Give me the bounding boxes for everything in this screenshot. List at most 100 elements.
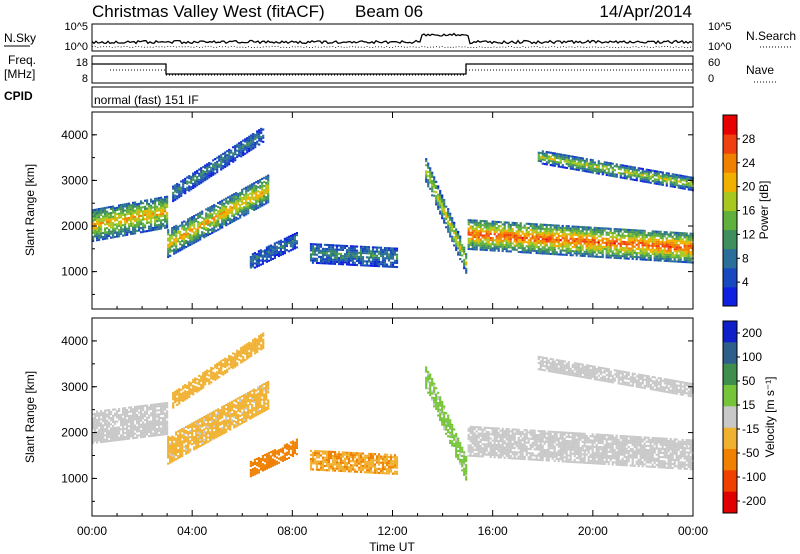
- echo-cell: [130, 406, 133, 409]
- echo-cell: [655, 244, 658, 247]
- echo-cell: [657, 245, 660, 248]
- echo-cell: [249, 256, 252, 259]
- echo-cell: [371, 246, 375, 249]
- echo-cell: [595, 168, 598, 171]
- echo-cell: [213, 435, 216, 438]
- echo-cell: [533, 245, 536, 248]
- echo-cell: [244, 146, 247, 149]
- echo-cell: [639, 239, 642, 242]
- echo-cell: [601, 251, 604, 254]
- echo-cell: [237, 424, 240, 427]
- echo-cell: [561, 249, 564, 252]
- echo-cell: [158, 209, 161, 212]
- echo-cell: [369, 250, 373, 253]
- echo-cell: [587, 249, 590, 252]
- echo-cell: [265, 196, 268, 199]
- echo-cell: [213, 224, 216, 227]
- echo-cell: [459, 243, 462, 246]
- echo-cell: [114, 235, 117, 238]
- echo-cell: [167, 446, 170, 449]
- echo-cell: [259, 251, 262, 254]
- echo-cell: [619, 228, 622, 231]
- echo-cell: [681, 252, 684, 255]
- echo-cell: [597, 243, 600, 246]
- echo-cell: [110, 429, 113, 432]
- echo-cell: [557, 224, 560, 227]
- echo-cell: [213, 204, 216, 207]
- echo-cell: [261, 258, 264, 261]
- echo-cell: [191, 216, 194, 219]
- echo-cell: [627, 175, 630, 178]
- echo-cell: [235, 398, 238, 401]
- echo-cell: [627, 169, 630, 172]
- echo-cell: [541, 233, 544, 236]
- echo-cell: [215, 421, 218, 424]
- echo-cell: [461, 246, 464, 249]
- echo-cell: [377, 265, 381, 268]
- echo-cell: [223, 223, 226, 226]
- echo-cell: [549, 228, 552, 231]
- echo-cell: [493, 220, 496, 223]
- echo-cell: [619, 248, 622, 251]
- echo-cell: [259, 263, 262, 266]
- echo-cell: [219, 427, 222, 430]
- echo-cell: [609, 229, 612, 232]
- echo-cell: [92, 229, 95, 232]
- echo-cell: [537, 227, 540, 230]
- echo-cell: [172, 185, 175, 188]
- echo-cell: [142, 427, 145, 430]
- echo-cell: [144, 212, 147, 215]
- echo-cell: [581, 234, 584, 237]
- echo-cell: [393, 265, 397, 268]
- echo-cell: [477, 234, 480, 237]
- echo-cell: [679, 250, 682, 253]
- echo-cell: [193, 225, 196, 228]
- echo-cell: [98, 218, 101, 221]
- echo-cell: [92, 419, 95, 422]
- y-tick-label: 3000: [61, 173, 88, 187]
- echo-cell: [635, 254, 638, 257]
- echo-cell: [321, 258, 325, 261]
- echo-cell: [224, 157, 227, 160]
- echo-cell: [132, 410, 135, 413]
- echo-cell: [591, 241, 594, 244]
- echo-cell: [595, 247, 598, 250]
- echo-cell: [679, 256, 682, 259]
- echo-cell: [118, 432, 121, 435]
- echo-cell: [140, 220, 143, 223]
- echo-cell: [192, 186, 195, 189]
- echo-cell: [136, 418, 139, 421]
- echo-cell: [237, 201, 240, 204]
- echo-cell: [142, 407, 145, 410]
- echo-cell: [651, 169, 654, 172]
- echo-cell: [191, 220, 194, 223]
- echo-cell: [645, 244, 648, 247]
- echo-cell: [92, 425, 95, 428]
- echo-cell: [175, 226, 178, 229]
- echo-cell: [557, 243, 560, 246]
- echo-cell: [150, 412, 153, 415]
- echo-cell: [563, 245, 566, 248]
- echo-cell: [627, 171, 630, 174]
- echo-cell: [571, 254, 574, 257]
- echo-cell: [595, 253, 598, 256]
- echo-cell: [391, 263, 395, 266]
- echo-cell: [575, 162, 578, 165]
- echo-cell: [116, 206, 119, 209]
- echo-cell: [665, 259, 668, 262]
- echo-cell: [541, 236, 544, 239]
- echo-cell: [184, 177, 187, 180]
- echo-cell: [136, 420, 139, 423]
- echo-cell: [144, 199, 147, 202]
- echo-cell: [335, 258, 339, 261]
- echo-cell: [589, 228, 592, 231]
- echo-cell: [114, 211, 117, 214]
- echo-cell: [215, 229, 218, 232]
- echo-cell: [193, 429, 196, 432]
- echo-cell: [559, 251, 562, 254]
- echo-cell: [205, 427, 208, 430]
- echo-cell: [535, 235, 538, 238]
- echo-cell: [329, 258, 333, 261]
- echo-cell: [535, 252, 538, 255]
- echo-cell: [665, 178, 668, 181]
